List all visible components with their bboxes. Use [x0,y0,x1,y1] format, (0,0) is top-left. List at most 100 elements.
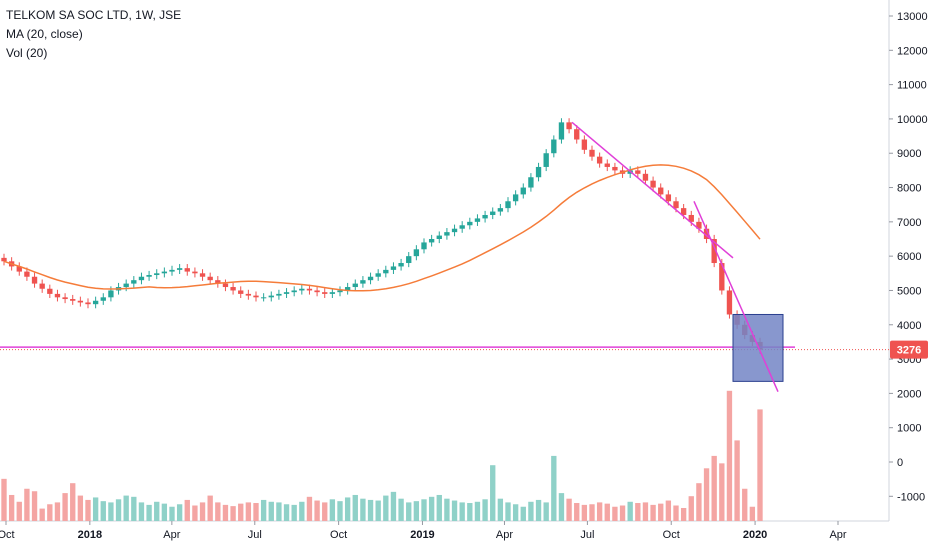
volume-bar [719,463,725,521]
volume-bar [268,501,274,521]
volume-bar [703,468,710,521]
candle-body [665,194,672,202]
candle-body [154,273,160,276]
volume-bar [696,483,702,521]
x-tick-label: 2019 [410,529,434,541]
volume-bar [207,495,213,521]
volume-bar [680,507,687,521]
candle-body [230,287,236,291]
volume-bar [749,506,756,521]
volume-bar [474,501,481,521]
y-tick-label: 7000 [897,217,921,229]
candle-body [1,257,7,262]
volume-bar [1,478,7,521]
candle-body [574,129,580,140]
volume-bar [344,497,351,521]
volume-bar [146,504,152,521]
volume-bar [673,505,679,521]
volume-bar [222,504,229,521]
y-tick-label: 0 [897,457,903,469]
candle-body [680,208,687,215]
candle-body [375,273,381,277]
volume-bar [711,455,717,521]
volume-bar [726,390,733,521]
candle-body [314,290,320,293]
volume-bar [77,495,84,521]
candle-body [268,295,274,298]
last-price-label: 3276 [897,345,921,357]
candle-body [413,249,420,257]
volume-bar [413,501,420,521]
candle-body [383,269,389,274]
y-tick-label: 11000 [897,80,927,92]
x-tick-label: 2020 [743,529,767,541]
candle-body [54,293,61,298]
volume-bar [428,496,435,521]
x-tick-label: Jul [248,529,262,541]
candle-body [85,302,91,305]
candle-body [70,299,76,301]
volume-bar [398,498,404,521]
volume-bar [291,504,297,521]
volume-bar [276,502,282,521]
volume-bar [322,502,328,521]
volume-bar [589,504,595,521]
y-tick-label: 9000 [897,148,921,160]
candle-body [184,268,190,272]
volume-bar [528,501,534,521]
y-tick-label: 10000 [897,114,928,126]
candle-body [222,283,229,288]
volume-bar [16,501,22,521]
volume-bar [100,501,106,521]
volume-bar [642,502,649,521]
volume-bar [238,503,244,521]
volume-bar [123,495,129,521]
volume-bar [54,502,61,521]
candle-body [512,194,519,202]
candle-body [161,271,168,274]
volume-bar [337,501,343,521]
candle-body [199,273,206,277]
volume-bar [8,494,15,521]
volume-bar [367,499,374,521]
candle-body [581,139,588,150]
candle-body [650,180,656,188]
candle-body [421,242,427,250]
candle-body [260,297,267,299]
candle-body [635,170,641,174]
candle-body [406,256,412,264]
y-tick-label: 6000 [897,251,921,263]
volume-bar [138,502,145,521]
y-tick-label: 2000 [897,388,921,400]
candle-body [696,221,702,229]
candle-body [566,122,572,130]
legend-ma: MA (20, close) [6,27,83,41]
volume-bar [47,504,53,521]
candle-body [604,163,610,167]
y-tick-label: 4000 [897,320,921,332]
volume-bar [467,503,473,521]
candle-body [329,292,336,294]
candle-body [245,293,252,296]
volume-bar [444,498,450,521]
volume-bar [169,506,175,521]
candle-body [688,214,694,222]
volume-bar [390,491,397,521]
candle-body [543,153,549,167]
candle-body [39,283,45,289]
candle-body [276,293,282,296]
volume-bar [566,498,572,521]
volume-bar [85,499,91,521]
y-tick-label: 8000 [897,183,921,195]
volume-bar [558,493,565,521]
volume-bar [635,503,641,521]
volume-bar [92,497,99,521]
volume-bar [604,503,610,521]
candle-body [596,156,603,164]
y-tick-label: 1000 [897,423,921,435]
volume-bar [650,504,656,521]
volume-bar [230,506,236,521]
candle-body [207,276,213,281]
